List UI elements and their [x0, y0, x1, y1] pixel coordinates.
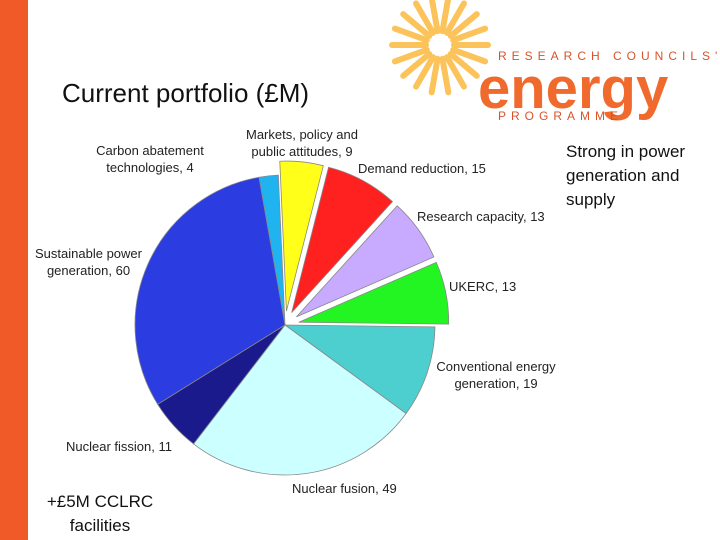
sun-ray — [391, 46, 430, 65]
slice-label: Research capacity, 13 — [417, 209, 545, 224]
sun-ray — [444, 54, 467, 90]
side-note: Strong in power generation and supply — [566, 142, 686, 209]
logo-sun — [389, 0, 491, 96]
slice-label: Conventional energy generation, 19 — [436, 359, 556, 391]
pie — [134, 160, 450, 476]
sun-ray — [450, 46, 489, 65]
sun-ray — [400, 11, 433, 40]
slice-label: Nuclear fusion, 49 — [292, 481, 397, 496]
logo-top: RESEARCH COUNCILS' — [498, 49, 720, 63]
footnote: +£5M CCLRC facilities — [46, 492, 154, 535]
pie-slice — [134, 176, 286, 405]
slice-label: Markets, policy and public attitudes, 9 — [246, 127, 358, 159]
slice-label: Sustainable power generation, 60 — [35, 246, 142, 278]
sun-ray — [428, 55, 441, 96]
logo-main: energy — [478, 56, 668, 121]
sun-ray — [413, 54, 436, 90]
logo-bottom: PROGRAMME — [498, 109, 623, 123]
slice-label: UKERC, 13 — [449, 279, 517, 294]
sun-ray — [439, 0, 451, 35]
sun-ray — [450, 25, 489, 44]
sun-ray — [447, 50, 480, 79]
sun-ray — [444, 0, 467, 36]
chart-title: Current portfolio (£M) — [62, 78, 310, 108]
pie-slice — [279, 160, 324, 312]
sun-ray — [429, 0, 441, 35]
side-bar — [0, 0, 28, 540]
slice-label: Carbon abatement technologies, 4 — [96, 143, 204, 175]
pie-slice — [192, 324, 407, 476]
pie-slice — [296, 205, 435, 318]
pie-slice — [283, 324, 436, 415]
sun-ray — [400, 50, 433, 79]
slice-label: Demand reduction, 15 — [358, 161, 486, 176]
sun-ray — [447, 11, 480, 40]
slice-label: Nuclear fission, 11 — [66, 439, 172, 454]
sun-ray — [413, 0, 436, 36]
pie-slice — [291, 166, 394, 313]
sun-ray — [439, 55, 452, 96]
pie-slice — [298, 261, 450, 325]
sun-ray — [391, 25, 430, 44]
